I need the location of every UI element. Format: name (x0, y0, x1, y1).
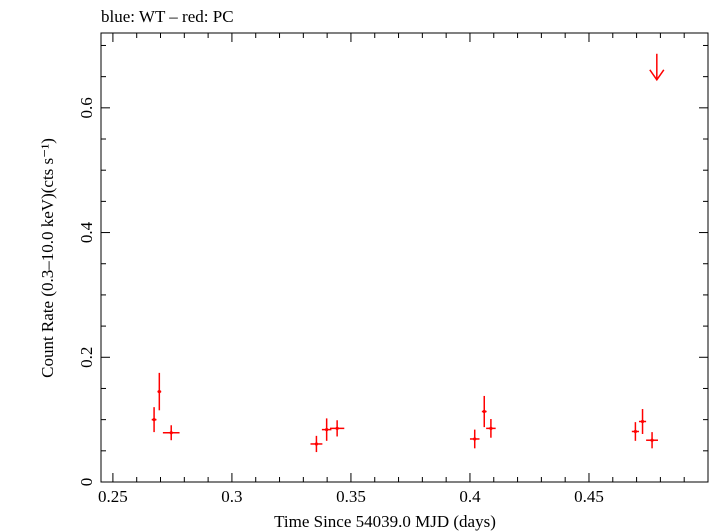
data-point (157, 372, 162, 411)
x-tick-label: 0.3 (221, 487, 242, 506)
y-tick-label: 0.6 (77, 97, 96, 118)
upper-limit-arrow (649, 53, 665, 82)
data-marker (157, 389, 161, 394)
data-point (481, 395, 487, 428)
y-tick-label: 0.2 (77, 347, 96, 368)
data-marker (650, 438, 654, 442)
data-marker (169, 431, 173, 435)
x-tick-label: 0.45 (574, 487, 604, 506)
data-marker (473, 437, 477, 441)
data-marker (489, 426, 493, 430)
x-axis-ticks: 0.25 0.3 0.35 0.4 0.45 (98, 33, 685, 506)
y-tick-label: 0 (77, 478, 96, 487)
upper-limit-head (649, 69, 665, 82)
data-point (469, 429, 480, 449)
plot-frame (100, 32, 709, 483)
data-point (151, 407, 157, 433)
data-marker (640, 419, 645, 424)
data-marker (482, 409, 486, 414)
data-point (321, 418, 332, 441)
data-marker (325, 428, 329, 432)
x-axis-label: Time Since 54039.0 MJD (days) (274, 512, 496, 531)
data-point (638, 409, 647, 434)
data-marker (152, 418, 156, 422)
x-tick-label: 0.35 (336, 487, 366, 506)
data-marker (335, 426, 339, 430)
data-marker (633, 429, 637, 434)
chart-title: blue: WT – red: PC (101, 7, 234, 26)
data-point (631, 422, 639, 441)
data-point (162, 425, 180, 441)
y-axis-label: Count Rate (0.3–10.0 keV)(cts s⁻¹) (38, 138, 57, 378)
data-marker (314, 442, 319, 446)
y-tick-label: 0.4 (77, 221, 96, 243)
x-tick-label: 0.4 (459, 487, 481, 506)
data-point (310, 435, 323, 453)
data-points (151, 53, 665, 453)
data-point (646, 432, 659, 449)
x-tick-label: 0.25 (98, 487, 128, 506)
data-point (486, 419, 496, 438)
data-point (329, 420, 345, 437)
y-axis-ticks: 0 0.2 0.4 0.6 (77, 44, 708, 487)
